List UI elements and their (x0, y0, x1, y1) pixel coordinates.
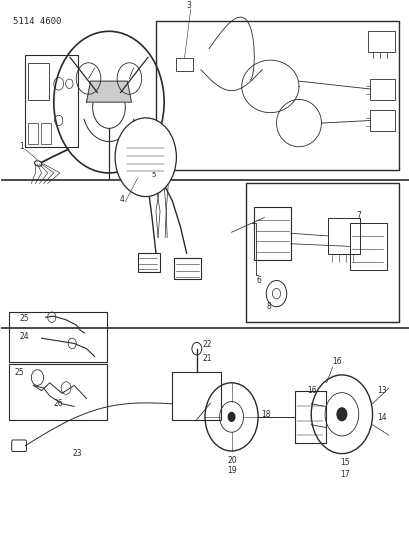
Text: 5114 4600: 5114 4600 (13, 17, 61, 26)
Text: 20: 20 (227, 456, 236, 465)
Text: 25: 25 (19, 314, 29, 324)
Text: 1: 1 (19, 142, 24, 151)
Text: 17: 17 (339, 470, 348, 479)
Text: 5: 5 (151, 172, 156, 178)
Circle shape (335, 407, 346, 422)
Text: 4: 4 (119, 195, 124, 204)
Text: 26: 26 (54, 399, 63, 408)
Text: 21: 21 (202, 354, 212, 363)
Text: 25: 25 (15, 368, 25, 377)
Text: 18: 18 (261, 410, 270, 419)
Text: 16: 16 (332, 358, 342, 366)
Text: 6: 6 (256, 276, 260, 285)
Text: 3: 3 (186, 1, 191, 10)
Text: 13: 13 (377, 386, 386, 395)
Text: 24: 24 (19, 332, 29, 341)
Text: 15: 15 (339, 458, 348, 467)
Circle shape (115, 118, 176, 197)
Text: 23: 23 (72, 449, 82, 458)
Text: 22: 22 (202, 340, 212, 349)
Text: 14: 14 (377, 413, 386, 422)
Text: 7: 7 (355, 211, 360, 220)
Text: 16: 16 (306, 386, 316, 395)
Circle shape (227, 412, 235, 422)
Text: 8: 8 (265, 302, 270, 311)
Polygon shape (86, 81, 131, 102)
Text: 19: 19 (227, 466, 236, 475)
